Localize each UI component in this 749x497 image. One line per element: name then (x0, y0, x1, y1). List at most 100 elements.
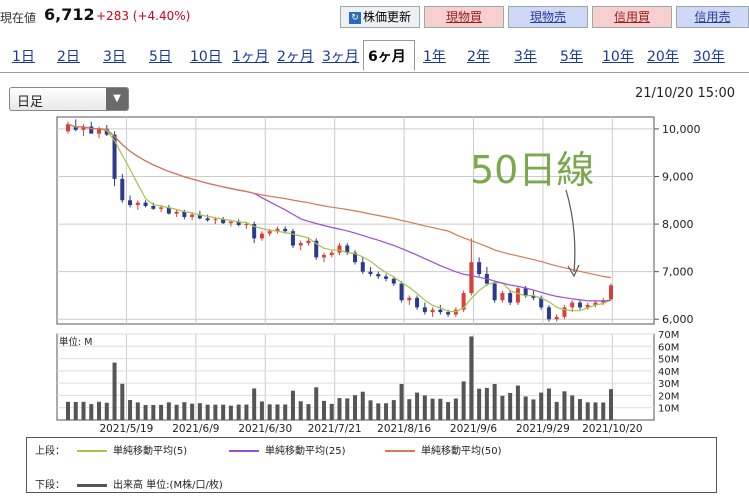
candle-body (283, 228, 288, 232)
candle-body (523, 288, 528, 296)
current-price-label: 現在値 (0, 11, 37, 25)
volume-bar (484, 387, 489, 420)
legend-bottom-label: 下段： (35, 480, 65, 491)
y-tick-label: 7,000 (662, 266, 694, 279)
volume-bar (391, 400, 396, 420)
cash-sell-button[interactable]: 現物売 (508, 6, 588, 28)
tab-3y[interactable]: 3年 (514, 49, 537, 65)
volume-bar (477, 388, 482, 420)
candle-body (135, 202, 140, 206)
candle-body (190, 214, 195, 217)
volume-bar (267, 404, 272, 420)
volume-bar (337, 398, 342, 420)
volume-bar (120, 383, 125, 420)
volume-bar (422, 395, 427, 420)
candle-body (151, 205, 156, 209)
candle-body (73, 126, 78, 130)
vol-tick-label: 10M (658, 404, 679, 415)
annotation-arrow-head (567, 264, 580, 278)
volume-bar (446, 402, 451, 420)
timeframe-select[interactable]: 日足 ▼ (9, 87, 129, 111)
volume-bar (306, 404, 311, 420)
tab-5y[interactable]: 5年 (560, 49, 583, 65)
period-tabs: 1日 2日 3日 5日 10日 1ヶ月 2ヶ月 3ヶ月 6ヶ月 1年 2年 3年… (0, 40, 749, 73)
tab-10d[interactable]: 10日 (190, 49, 222, 65)
legend-ma25-label: 単純移動平均(25) (265, 446, 346, 457)
margin-buy-button[interactable]: 信用買 (592, 6, 672, 28)
tab-3d[interactable]: 3日 (103, 49, 126, 65)
volume-bar (275, 404, 280, 420)
cash-buy-button[interactable]: 現物買 (424, 6, 504, 28)
volume-bar (585, 402, 590, 420)
volume-bar (244, 404, 249, 420)
tab-30y[interactable]: 30年 (693, 49, 725, 65)
candle-body (337, 245, 342, 253)
tab-1d[interactable]: 1日 (12, 49, 35, 65)
y-tick-label: 8,000 (662, 218, 694, 231)
tab-1m[interactable]: 1ヶ月 (232, 49, 269, 65)
candle-body (236, 221, 241, 226)
volume-bar (376, 403, 381, 420)
candle-body (469, 262, 474, 294)
volume-bar (213, 404, 218, 420)
chart-legend: 上段： 単純移動平均(5) 単純移動平均(25) 単純移動平均(50) 下段： … (26, 437, 717, 493)
legend-volume-swatch (77, 483, 107, 487)
candle-body (174, 211, 179, 214)
x-tick-label: 2021/10/20 (582, 423, 643, 435)
candle-body (228, 221, 233, 224)
candle-body (407, 297, 412, 301)
vol-tick-label: 70M (658, 330, 679, 341)
vol-tick-label: 30M (658, 379, 679, 390)
legend-volume-label: 出来高 単位:(M株/口/枚) (113, 480, 223, 491)
tab-1y[interactable]: 1年 (423, 49, 446, 65)
volume-bar (368, 400, 373, 420)
candle-body (562, 307, 567, 317)
chart-datetime: 21/10/20 15:00 (635, 86, 735, 101)
tab-2d[interactable]: 2日 (57, 49, 80, 65)
candle-body (585, 304, 590, 308)
margin-sell-button[interactable]: 信用売 (676, 6, 749, 28)
x-tick-label: 2021/9/6 (450, 423, 497, 435)
volume-bar (182, 402, 187, 420)
ma50-annotation-text: 50日線 (470, 148, 594, 192)
volume-bar (97, 401, 102, 420)
tab-10y[interactable]: 10年 (602, 49, 634, 65)
tab-2m[interactable]: 2ヶ月 (277, 49, 314, 65)
vol-tick-label: 40M (658, 367, 679, 378)
candle-body (143, 202, 148, 206)
candle-body (306, 240, 311, 244)
legend-ma50-label: 単純移動平均(50) (421, 446, 502, 457)
tab-20y[interactable]: 20年 (647, 49, 679, 65)
candle-body (166, 207, 171, 214)
refresh-price-button[interactable]: ↻ 株価更新 (340, 6, 420, 28)
volume-bar (159, 404, 164, 420)
candle-body (492, 283, 497, 301)
candle-body (422, 307, 427, 313)
x-tick-label: 2021/8/16 (377, 423, 431, 435)
volume-bar (321, 400, 326, 420)
candle-body (546, 307, 551, 320)
tab-5d[interactable]: 5日 (149, 49, 172, 65)
candle-body (345, 245, 350, 253)
candle-body (290, 231, 295, 246)
volume-bar (461, 381, 466, 420)
legend-ma50: 単純移動平均(50) (379, 442, 502, 457)
y-tick-label: 6,000 (662, 313, 694, 326)
price-change: +283 (+4.40%) (96, 9, 191, 23)
candle-body (267, 231, 272, 234)
current-price-value: 6,712 (44, 5, 95, 24)
legend-ma25-swatch (229, 450, 259, 452)
candle-body (159, 207, 164, 209)
tab-3m[interactable]: 3ヶ月 (322, 49, 359, 65)
volume-bar (515, 385, 520, 420)
tab-6m[interactable]: 6ヶ月 (363, 40, 415, 71)
x-tick-label: 2021/6/9 (172, 423, 219, 435)
volume-bar (430, 398, 435, 420)
candle-body (399, 283, 404, 301)
volume-bar (205, 404, 210, 420)
tab-2y[interactable]: 2年 (467, 49, 490, 65)
annotation-arrow (565, 189, 576, 273)
volume-bar (174, 404, 179, 420)
candle-body (104, 128, 109, 135)
